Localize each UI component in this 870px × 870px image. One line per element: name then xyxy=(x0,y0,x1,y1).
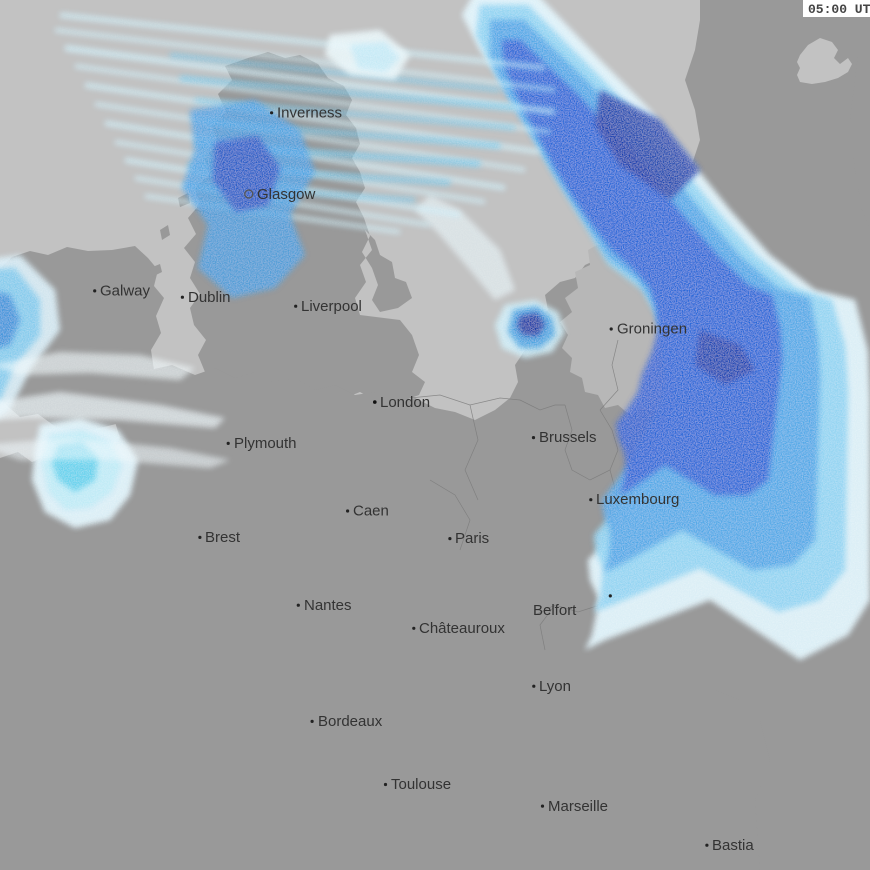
svg-text:Luxembourg: Luxembourg xyxy=(596,491,679,508)
svg-text:Lyon: Lyon xyxy=(539,678,571,695)
svg-text:Dublin: Dublin xyxy=(188,289,231,306)
svg-text:Marseille: Marseille xyxy=(548,798,608,815)
svg-text:Brussels: Brussels xyxy=(539,429,597,446)
svg-text:Nantes: Nantes xyxy=(304,597,352,614)
svg-text:Groningen: Groningen xyxy=(617,321,687,338)
svg-text:London: London xyxy=(380,394,430,411)
svg-text:Galway: Galway xyxy=(100,283,151,300)
svg-text:Inverness: Inverness xyxy=(277,105,342,122)
svg-text:Toulouse: Toulouse xyxy=(391,776,451,793)
svg-text:Châteauroux: Châteauroux xyxy=(419,620,505,637)
svg-text:05:00 UTC: 05:00 UTC xyxy=(808,2,870,17)
svg-text:Caen: Caen xyxy=(353,503,389,520)
svg-text:Bordeaux: Bordeaux xyxy=(318,713,383,730)
svg-text:Plymouth: Plymouth xyxy=(234,435,297,452)
svg-text:Liverpool: Liverpool xyxy=(301,298,362,315)
svg-text:Paris: Paris xyxy=(455,530,489,547)
svg-text:Glasgow: Glasgow xyxy=(257,186,316,203)
svg-text:Belfort: Belfort xyxy=(533,602,577,619)
svg-text:Bastia: Bastia xyxy=(712,837,754,854)
svg-text:Brest: Brest xyxy=(205,529,241,546)
